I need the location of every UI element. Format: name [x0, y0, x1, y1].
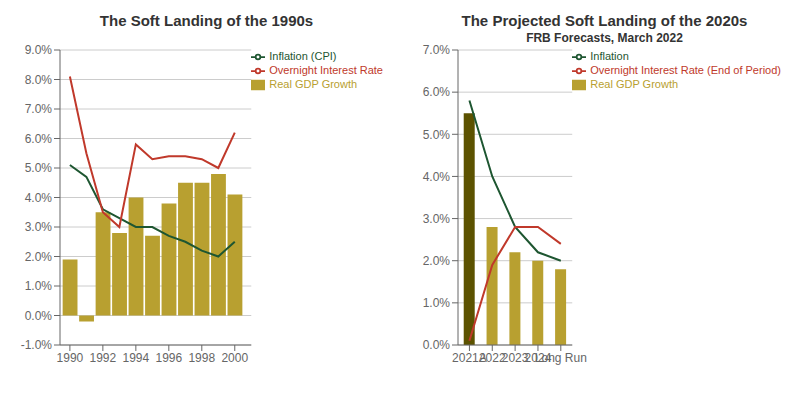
svg-text:6.0%: 6.0% [423, 85, 451, 99]
svg-text:Long Run: Long Run [535, 351, 587, 365]
html-text:Overnight Interest Rate: Overnight Interest Rate [269, 64, 383, 77]
svg-text:0.0%: 0.0% [25, 309, 53, 323]
svg-text:2022: 2022 [478, 350, 506, 365]
html-text:The Projected Soft Landing of: The Projected Soft Landing of the 2020s [461, 12, 748, 29]
html-text:Inflation: Inflation [590, 50, 629, 62]
svg-text:1990: 1990 [57, 351, 84, 365]
svg-text:2.0%: 2.0% [423, 254, 451, 268]
svg-text:3.0%: 3.0% [25, 220, 53, 234]
svg-text:5.0%: 5.0% [423, 128, 451, 142]
svg-text:3.0%: 3.0% [423, 212, 451, 226]
svg-text:2023: 2023 [501, 350, 529, 365]
svg-text:7.0%: 7.0% [25, 102, 53, 116]
html-text:Inflation (CPI): Inflation (CPI) [269, 50, 337, 62]
svg-text:2000: 2000 [221, 351, 248, 365]
svg-text:1992: 1992 [90, 351, 117, 365]
html-text:The Soft Landing of the 1990s: The Soft Landing of the 1990s [99, 12, 314, 29]
svg-text:1994: 1994 [122, 351, 149, 365]
svg-text:5.0%: 5.0% [25, 161, 53, 175]
html-text:Overnight Interest Rate (End o: Overnight Interest Rate (End of Period) [590, 64, 781, 77]
svg-text:7.0%: 7.0% [423, 45, 451, 57]
svg-text:1.0%: 1.0% [25, 279, 53, 293]
svg-text:4.0%: 4.0% [423, 170, 451, 184]
svg-text:1996: 1996 [155, 351, 182, 365]
html-text:Real GDP Growth: Real GDP Growth [269, 78, 358, 91]
svg-text:2021A: 2021A [452, 350, 487, 365]
svg-text:2.0%: 2.0% [25, 250, 53, 264]
html-text:Real GDP Growth: Real GDP Growth [590, 78, 679, 91]
svg-text:-1.0%: -1.0% [21, 338, 53, 352]
svg-text:1998: 1998 [188, 351, 215, 365]
svg-text:8.0%: 8.0% [25, 73, 53, 87]
svg-text:6.0%: 6.0% [25, 132, 53, 146]
svg-text:4.0%: 4.0% [25, 191, 53, 205]
html-text:FRB Forecasts, March 2022: FRB Forecasts, March 2022 [526, 31, 683, 45]
svg-text:1.0%: 1.0% [423, 296, 451, 310]
svg-text:9.0%: 9.0% [25, 45, 53, 57]
svg-text:0.0%: 0.0% [423, 338, 451, 352]
